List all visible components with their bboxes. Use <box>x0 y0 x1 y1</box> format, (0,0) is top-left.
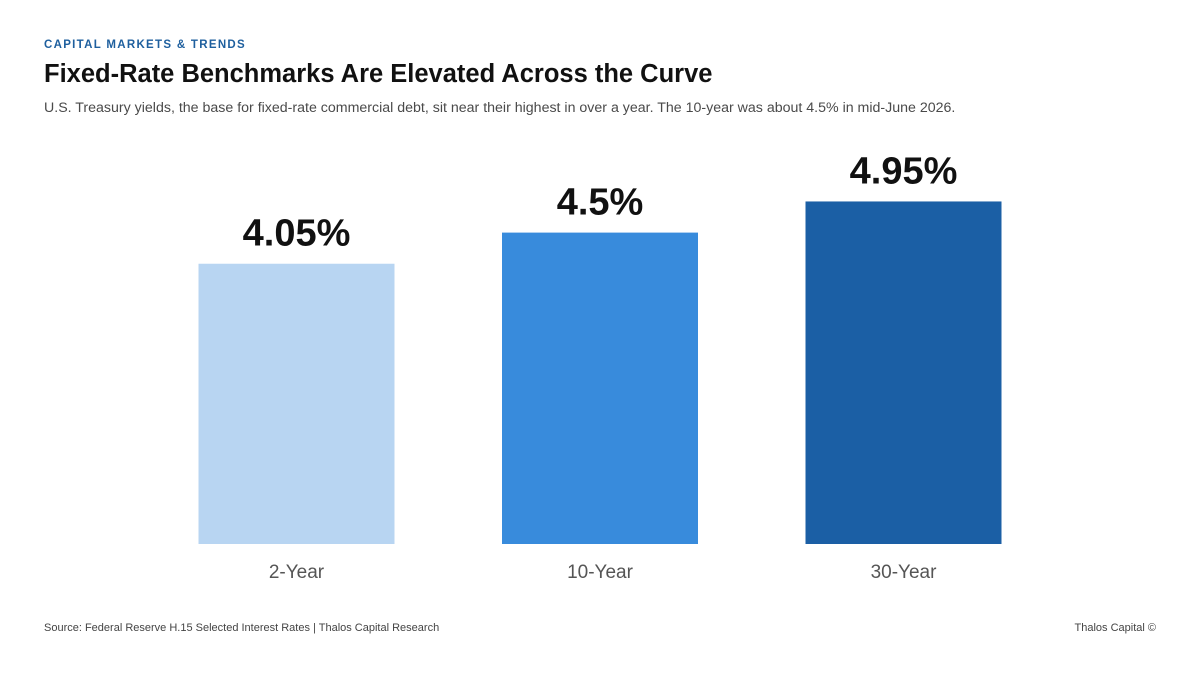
chart-subtitle: U.S. Treasury yields, the base for fixed… <box>44 100 956 116</box>
category-label: 30-Year <box>871 562 938 583</box>
bar-30-year <box>805 201 1002 544</box>
eyebrow-label: CAPITAL MARKETS & TRENDS <box>44 39 246 51</box>
category-label: 10-Year <box>567 562 634 583</box>
value-label: 4.05% <box>243 213 351 255</box>
value-label: 4.95% <box>850 150 958 192</box>
bar-10-year <box>502 232 698 544</box>
chart-title: Fixed-Rate Benchmarks Are Elevated Acros… <box>44 60 713 88</box>
copyright-credit: Thalos Capital © <box>1074 622 1156 634</box>
source-note: Source: Federal Reserve H.15 Selected In… <box>44 622 440 634</box>
value-label: 4.5% <box>557 182 644 224</box>
category-label: 2-Year <box>269 562 325 583</box>
bar-2-year <box>198 263 395 544</box>
